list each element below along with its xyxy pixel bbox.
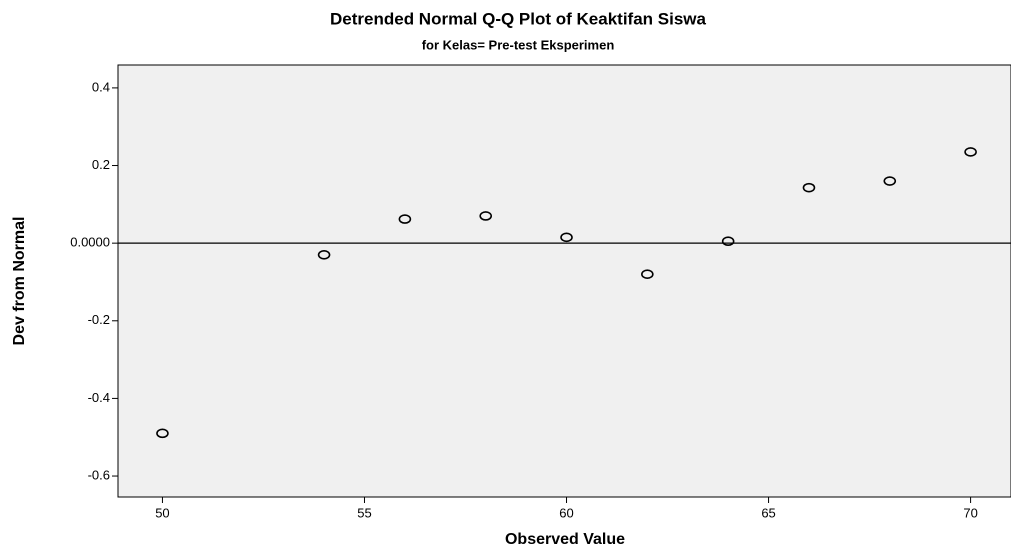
point (479, 211, 493, 221)
y-tick-label: 0.2 (92, 157, 110, 172)
x-tick-label: 70 (963, 505, 977, 520)
x-tick-label: 65 (761, 505, 775, 520)
point (721, 236, 735, 247)
point (317, 250, 331, 260)
y-tick-label: 0.0000 (70, 235, 110, 250)
x-tick-label: 60 (559, 505, 573, 520)
y-tick-label: -0.6 (88, 467, 110, 482)
point (883, 176, 897, 186)
y-tick-label: -0.2 (88, 312, 110, 327)
point (802, 182, 816, 193)
x-axis-label: Observed Value (505, 531, 625, 548)
x-tick-label: 55 (357, 505, 371, 520)
chart-subtitle: for Kelas= Pre-test Eksperimen (422, 37, 615, 52)
point (156, 428, 169, 439)
point (398, 214, 412, 224)
point (560, 232, 573, 243)
y-tick-label: -0.4 (88, 390, 110, 405)
plot-area (117, 64, 1011, 498)
y-tick-label: 0.4 (92, 79, 110, 94)
chart-title: Detrended Normal Q-Q Plot of Keaktifan S… (330, 9, 707, 28)
y-axis-label: Dev from Normal (11, 217, 28, 346)
point (964, 147, 977, 157)
point (641, 269, 654, 280)
x-tick-label: 50 (155, 505, 169, 520)
